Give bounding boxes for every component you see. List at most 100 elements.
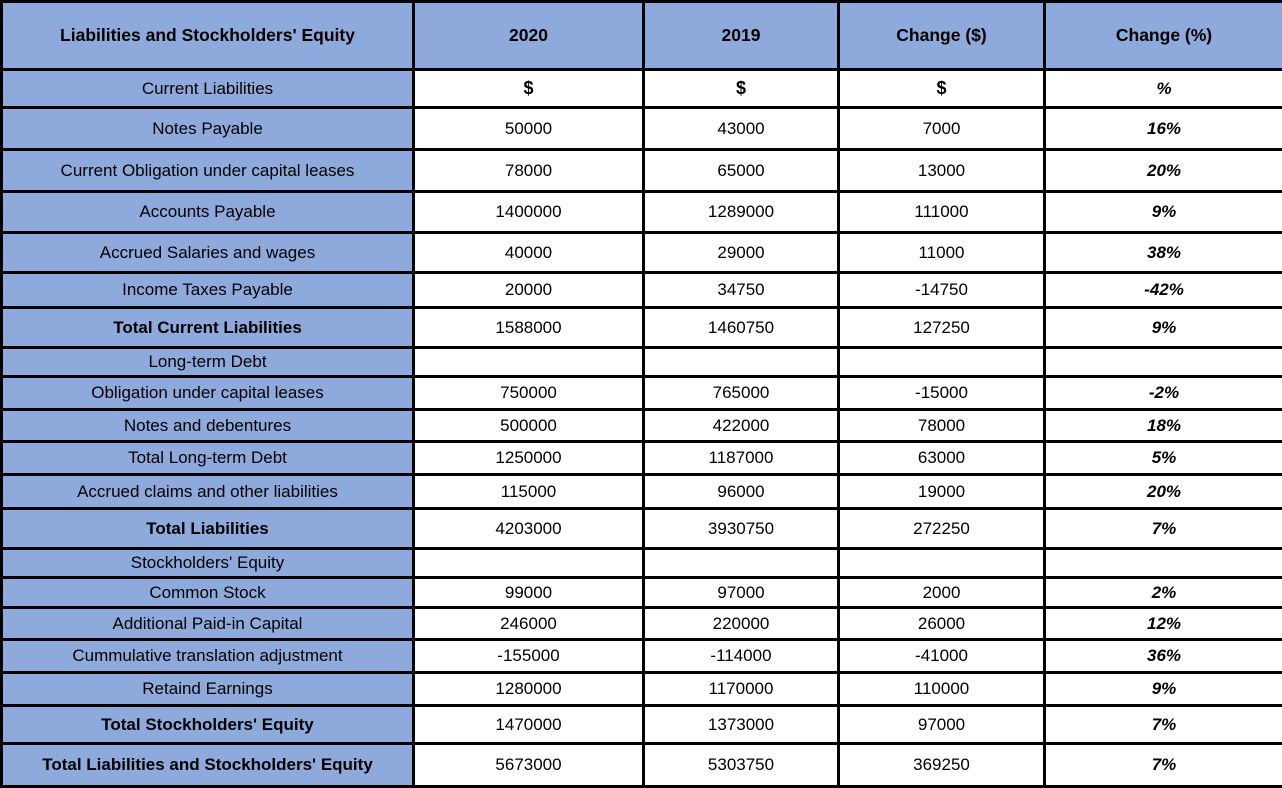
row-label: Total Stockholders' Equity bbox=[2, 706, 414, 744]
cell-change-usd: -14750 bbox=[839, 273, 1045, 308]
cell-2020: 500000 bbox=[414, 410, 644, 442]
header-row: Liabilities and Stockholders' Equity 202… bbox=[2, 2, 1282, 70]
cell-change-usd: 272250 bbox=[839, 509, 1045, 549]
cell-change-usd: 369250 bbox=[839, 744, 1045, 787]
row-accrued-claims-other-liabilities: Accrued claims and other liabilities 115… bbox=[2, 475, 1282, 509]
row-notes-payable: Notes Payable 50000 43000 7000 16% bbox=[2, 108, 1282, 150]
row-label: Notes Payable bbox=[2, 108, 414, 150]
row-label: Income Taxes Payable bbox=[2, 273, 414, 308]
cell-2019: 1460750 bbox=[644, 308, 839, 348]
cell-2019: 29000 bbox=[644, 233, 839, 273]
cell-change-pct: -2% bbox=[1045, 377, 1282, 410]
row-accounts-payable: Accounts Payable 1400000 1289000 111000 … bbox=[2, 192, 1282, 233]
row-label: Accounts Payable bbox=[2, 192, 414, 233]
cell-2019: 97000 bbox=[644, 578, 839, 608]
cell-2020: 1470000 bbox=[414, 706, 644, 744]
cell-2020: $ bbox=[414, 70, 644, 108]
cell-change-pct bbox=[1045, 348, 1282, 377]
cell-change-pct: 38% bbox=[1045, 233, 1282, 273]
cell-change-pct: 9% bbox=[1045, 673, 1282, 706]
cell-2020: 50000 bbox=[414, 108, 644, 150]
cell-2019: 220000 bbox=[644, 608, 839, 640]
header-2019: 2019 bbox=[644, 2, 839, 70]
cell-change-pct: 36% bbox=[1045, 640, 1282, 673]
cell-change-usd bbox=[839, 549, 1045, 578]
row-notes-and-debentures: Notes and debentures 500000 422000 78000… bbox=[2, 410, 1282, 442]
cell-change-usd: 13000 bbox=[839, 150, 1045, 192]
cell-change-usd: -15000 bbox=[839, 377, 1045, 410]
cell-change-pct: 20% bbox=[1045, 150, 1282, 192]
header-change-usd: Change ($) bbox=[839, 2, 1045, 70]
cell-2019: 96000 bbox=[644, 475, 839, 509]
row-label: Current Liabilities bbox=[2, 70, 414, 108]
cell-2019: 422000 bbox=[644, 410, 839, 442]
row-label: Stockholders' Equity bbox=[2, 549, 414, 578]
row-stockholders-equity-section: Stockholders' Equity bbox=[2, 549, 1282, 578]
row-label: Current Obligation under capital leases bbox=[2, 150, 414, 192]
row-label: Common Stock bbox=[2, 578, 414, 608]
cell-change-pct: 2% bbox=[1045, 578, 1282, 608]
row-label: Obligation under capital leases bbox=[2, 377, 414, 410]
row-additional-paid-in-capital: Additional Paid-in Capital 246000 220000… bbox=[2, 608, 1282, 640]
cell-change-usd: 78000 bbox=[839, 410, 1045, 442]
row-label: Additional Paid-in Capital bbox=[2, 608, 414, 640]
cell-change-usd: 19000 bbox=[839, 475, 1045, 509]
cell-change-usd: 127250 bbox=[839, 308, 1045, 348]
cell-2020: 78000 bbox=[414, 150, 644, 192]
cell-change-pct: -42% bbox=[1045, 273, 1282, 308]
cell-2019: 1289000 bbox=[644, 192, 839, 233]
row-total-liabilities: Total Liabilities 4203000 3930750 272250… bbox=[2, 509, 1282, 549]
cell-2020: 1250000 bbox=[414, 442, 644, 475]
cell-change-usd: 11000 bbox=[839, 233, 1045, 273]
cell-change-usd: 26000 bbox=[839, 608, 1045, 640]
row-accrued-salaries-wages: Accrued Salaries and wages 40000 29000 1… bbox=[2, 233, 1282, 273]
cell-change-pct bbox=[1045, 549, 1282, 578]
cell-2019: $ bbox=[644, 70, 839, 108]
cell-change-pct: 9% bbox=[1045, 308, 1282, 348]
cell-2019: 43000 bbox=[644, 108, 839, 150]
cell-change-usd: 97000 bbox=[839, 706, 1045, 744]
cell-2020 bbox=[414, 348, 644, 377]
row-label: Accrued Salaries and wages bbox=[2, 233, 414, 273]
row-total-current-liabilities: Total Current Liabilities 1588000 146075… bbox=[2, 308, 1282, 348]
row-label: Notes and debentures bbox=[2, 410, 414, 442]
row-total-liabilities-and-stockholders-equity: Total Liabilities and Stockholders' Equi… bbox=[2, 744, 1282, 787]
row-total-long-term-debt: Total Long-term Debt 1250000 1187000 630… bbox=[2, 442, 1282, 475]
cell-change-usd: 7000 bbox=[839, 108, 1045, 150]
row-current-obligation-capital-leases: Current Obligation under capital leases … bbox=[2, 150, 1282, 192]
row-long-term-debt-section: Long-term Debt bbox=[2, 348, 1282, 377]
row-common-stock: Common Stock 99000 97000 2000 2% bbox=[2, 578, 1282, 608]
row-income-taxes-payable: Income Taxes Payable 20000 34750 -14750 … bbox=[2, 273, 1282, 308]
cell-2019: 3930750 bbox=[644, 509, 839, 549]
cell-change-pct: 7% bbox=[1045, 509, 1282, 549]
row-label: Total Long-term Debt bbox=[2, 442, 414, 475]
cell-change-pct: % bbox=[1045, 70, 1282, 108]
cell-change-usd: $ bbox=[839, 70, 1045, 108]
cell-2019 bbox=[644, 348, 839, 377]
row-label: Total Liabilities and Stockholders' Equi… bbox=[2, 744, 414, 787]
cell-2019: 1187000 bbox=[644, 442, 839, 475]
row-label: Cummulative translation adjustment bbox=[2, 640, 414, 673]
cell-2020: 1588000 bbox=[414, 308, 644, 348]
row-total-stockholders-equity: Total Stockholders' Equity 1470000 13730… bbox=[2, 706, 1282, 744]
cell-change-usd: 63000 bbox=[839, 442, 1045, 475]
cell-change-usd: 111000 bbox=[839, 192, 1045, 233]
cell-change-usd: 2000 bbox=[839, 578, 1045, 608]
row-label: Retaind Earnings bbox=[2, 673, 414, 706]
row-label: Total Liabilities bbox=[2, 509, 414, 549]
cell-2019: 1170000 bbox=[644, 673, 839, 706]
row-retaind-earnings: Retaind Earnings 1280000 1170000 110000 … bbox=[2, 673, 1282, 706]
cell-2020 bbox=[414, 549, 644, 578]
cell-2019: 34750 bbox=[644, 273, 839, 308]
cell-change-pct: 9% bbox=[1045, 192, 1282, 233]
cell-2020: 5673000 bbox=[414, 744, 644, 787]
cell-2019: 765000 bbox=[644, 377, 839, 410]
cell-change-usd: 110000 bbox=[839, 673, 1045, 706]
cell-2020: 1400000 bbox=[414, 192, 644, 233]
cell-2020: 1280000 bbox=[414, 673, 644, 706]
cell-change-pct: 18% bbox=[1045, 410, 1282, 442]
cell-change-pct: 7% bbox=[1045, 706, 1282, 744]
cell-change-pct: 7% bbox=[1045, 744, 1282, 787]
cell-change-usd: -41000 bbox=[839, 640, 1045, 673]
